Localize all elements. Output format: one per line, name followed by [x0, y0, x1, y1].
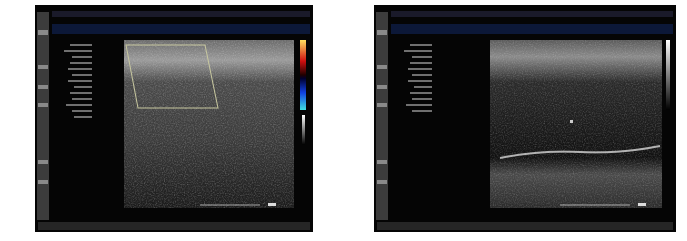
screenshot-pair	[0, 0, 687, 241]
sidebar	[376, 12, 388, 220]
grey-scale	[302, 115, 305, 145]
page: {}	[0, 0, 687, 241]
sidebar	[37, 12, 49, 220]
right-screen	[374, 5, 676, 232]
depth-marker	[268, 203, 276, 206]
top-bar	[391, 11, 673, 17]
depth-marker	[638, 203, 646, 206]
speckle	[490, 40, 662, 208]
status-bar	[38, 222, 310, 230]
color-scale	[300, 40, 306, 110]
grey-scale	[666, 40, 670, 110]
top-bar	[52, 11, 310, 17]
left-screen	[35, 5, 313, 232]
info-bar	[52, 24, 310, 34]
cursor-marker	[570, 120, 573, 123]
info-bar	[391, 24, 673, 34]
status-bar	[377, 222, 673, 230]
